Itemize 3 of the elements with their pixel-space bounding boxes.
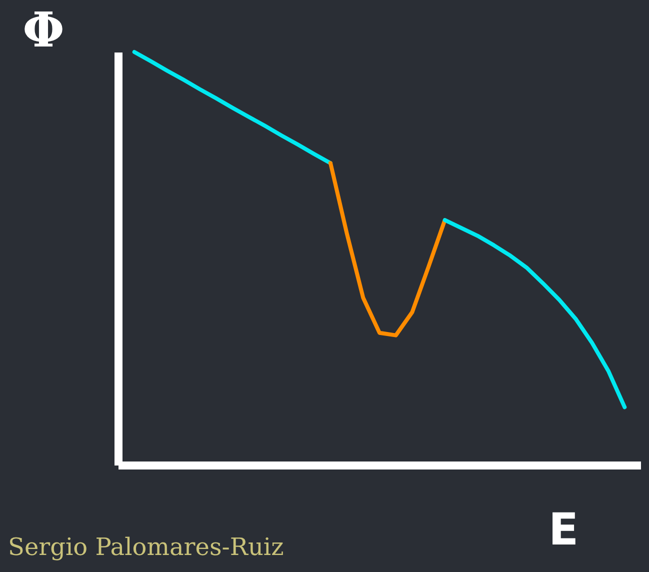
text: Sergio Palomares-Ruiz xyxy=(8,533,284,561)
y-axis-title: Φ xyxy=(22,2,64,58)
x-axis-title: E xyxy=(548,504,579,556)
